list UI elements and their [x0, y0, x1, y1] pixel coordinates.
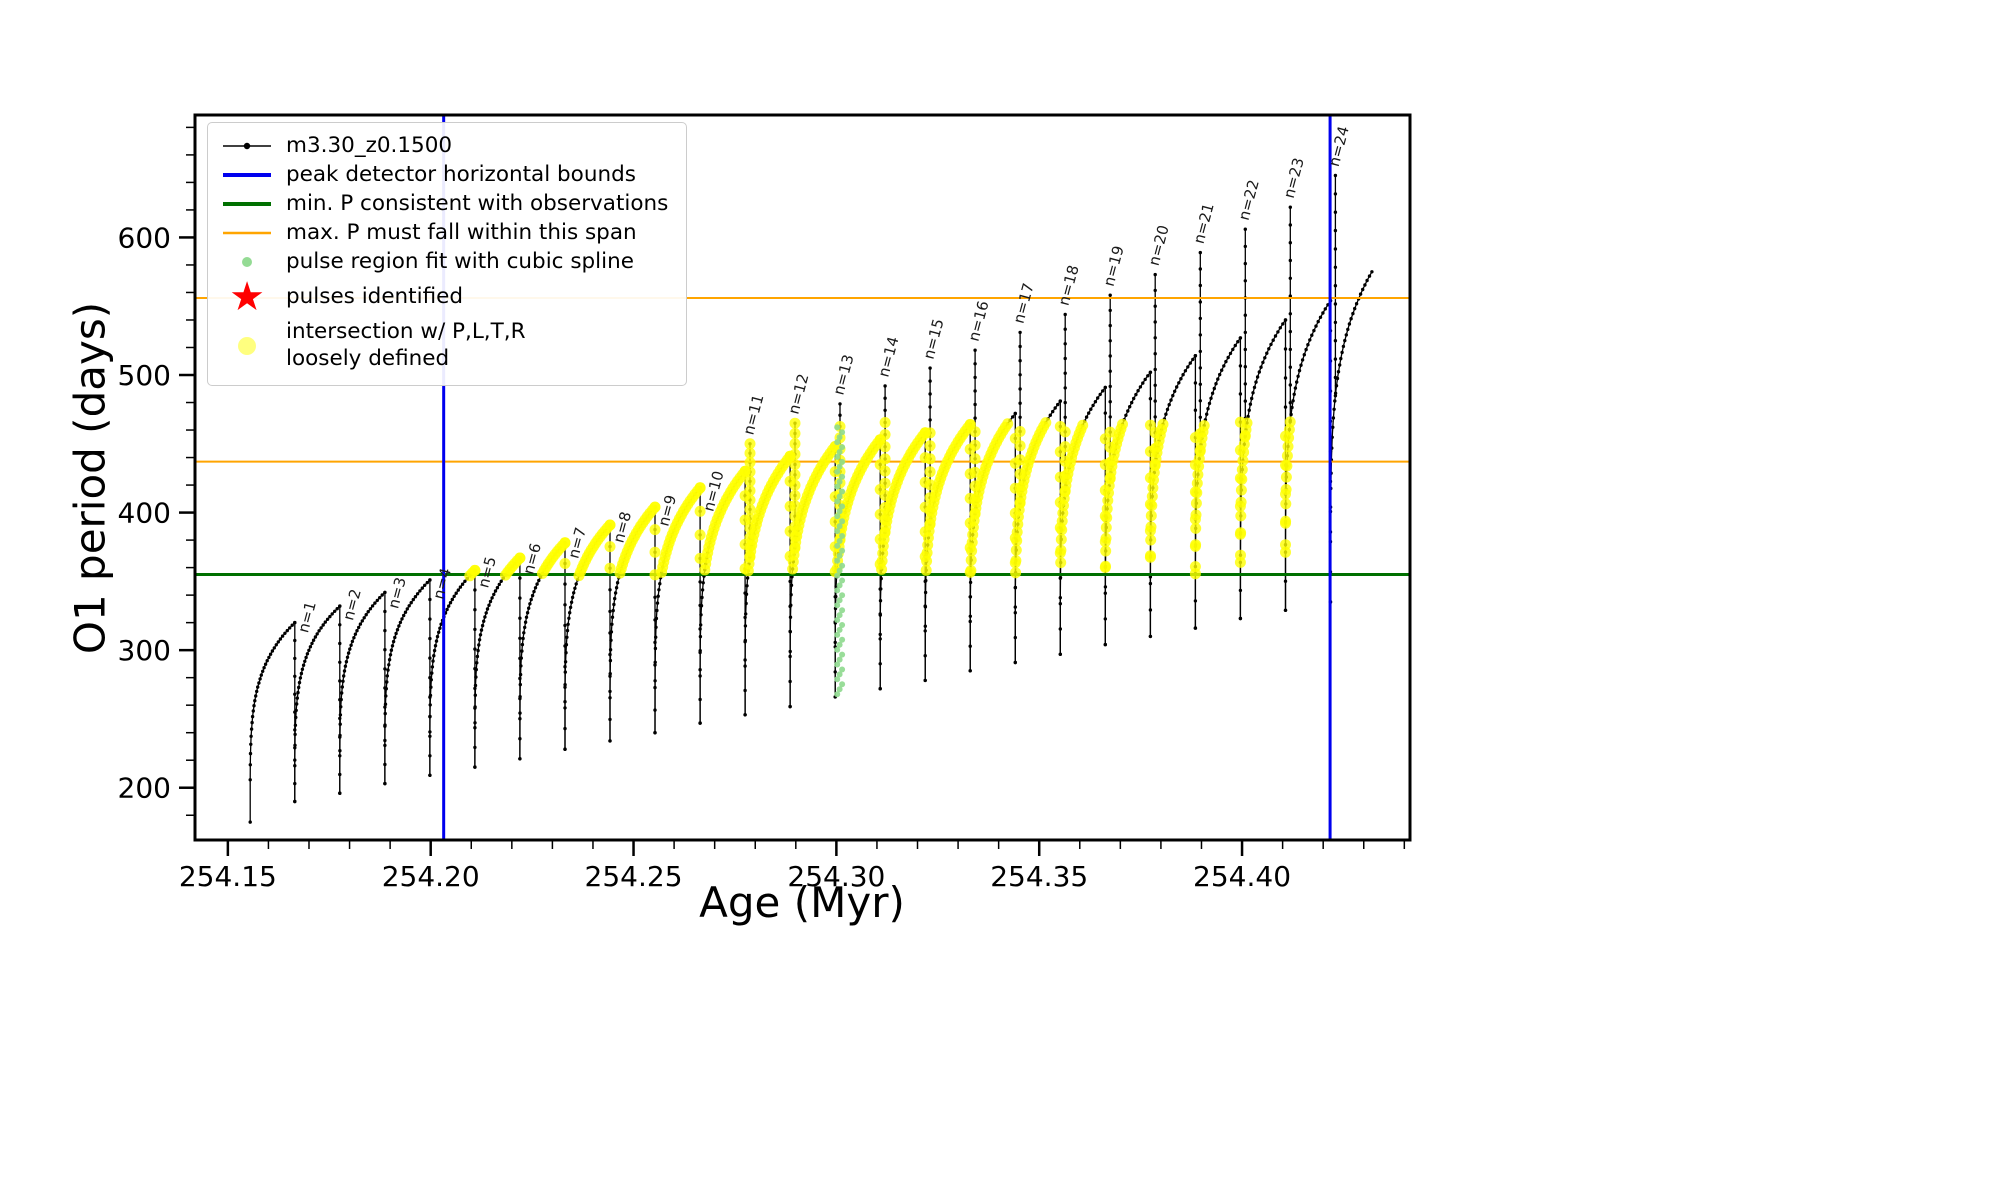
svg-text:600: 600 — [118, 221, 171, 254]
svg-text:254.40: 254.40 — [1193, 860, 1291, 893]
svg-text:n=11: n=11 — [739, 392, 767, 436]
svg-text:n=5: n=5 — [474, 555, 500, 590]
legend-item: pulse region fit with cubic spline — [218, 249, 668, 276]
svg-text:254.35: 254.35 — [990, 860, 1088, 893]
spline-fit-points — [834, 424, 846, 698]
axes-frame: 254.15 254.20 254.25 254.30 254.35 254.40 200 3… — [118, 113, 1412, 893]
dot-marker-icon — [218, 334, 276, 358]
svg-text:n=19: n=19 — [1100, 244, 1128, 288]
legend-item-label: intersection w/ P,L,T,R loosely defined — [286, 319, 526, 372]
svg-text:n=3: n=3 — [384, 575, 410, 610]
legend-item-label: min. P consistent with observations — [286, 190, 669, 216]
line-marker-icon — [218, 221, 276, 245]
legend-item-label: m3.30_z0.1500 — [286, 133, 453, 158]
svg-text:254.30: 254.30 — [787, 860, 885, 893]
svg-text:254.25: 254.25 — [585, 860, 683, 893]
svg-text:254.20: 254.20 — [382, 860, 480, 893]
svg-text:n=4: n=4 — [429, 566, 455, 601]
legend-item: min. P consistent with observations — [218, 191, 668, 218]
svg-text:n=2: n=2 — [339, 587, 365, 622]
legend-item: peak detector horizontal bounds — [218, 162, 668, 189]
legend-item: ★ pulses identified — [218, 277, 668, 317]
star-marker-icon: ★ — [229, 274, 265, 321]
legend-item: m3.30_z0.1500 — [218, 133, 668, 160]
intersection-points — [464, 416, 1296, 582]
svg-text:300: 300 — [118, 634, 171, 667]
svg-text:n=17: n=17 — [1010, 281, 1038, 325]
svg-text:n=1: n=1 — [294, 599, 320, 634]
dot-marker-icon — [218, 250, 276, 274]
svg-text:n=20: n=20 — [1145, 223, 1173, 267]
legend-item-label: max. P must fall within this span — [286, 219, 637, 245]
svg-text:n=22: n=22 — [1235, 178, 1263, 222]
svg-text:n=15: n=15 — [920, 317, 948, 361]
x-ticks: 254.15 254.20 254.25 254.30 254.35 254.40 — [179, 840, 1406, 893]
line-dot-marker-icon — [218, 134, 276, 158]
svg-text:500: 500 — [118, 359, 171, 392]
legend-item-label: pulse region fit with cubic spline — [286, 248, 634, 274]
legend-item-label: pulses identified — [286, 283, 464, 309]
svg-text:200: 200 — [118, 772, 171, 805]
y-axis-label: O1 period (days) — [65, 301, 115, 655]
svg-text:400: 400 — [118, 497, 171, 530]
y-ticks: 200 300 400 500 600 — [118, 126, 195, 816]
line-marker-icon — [218, 163, 276, 187]
svg-text:n=16: n=16 — [965, 299, 993, 343]
x-axis-label: Age (Myr) — [699, 878, 905, 927]
legend-item: max. P must fall within this span — [218, 220, 668, 247]
legend-item-label: peak detector horizontal bounds — [286, 161, 636, 187]
svg-text:n=13: n=13 — [830, 353, 858, 397]
svg-text:254.15: 254.15 — [179, 860, 277, 893]
svg-text:n=21: n=21 — [1190, 201, 1218, 245]
svg-text:n=23: n=23 — [1280, 156, 1308, 200]
svg-text:n=12: n=12 — [784, 372, 812, 416]
legend-item: intersection w/ P,L,T,R loosely defined — [218, 319, 668, 373]
svg-text:n=14: n=14 — [875, 335, 903, 379]
svg-text:n=18: n=18 — [1055, 263, 1083, 307]
line-marker-icon — [218, 192, 276, 216]
